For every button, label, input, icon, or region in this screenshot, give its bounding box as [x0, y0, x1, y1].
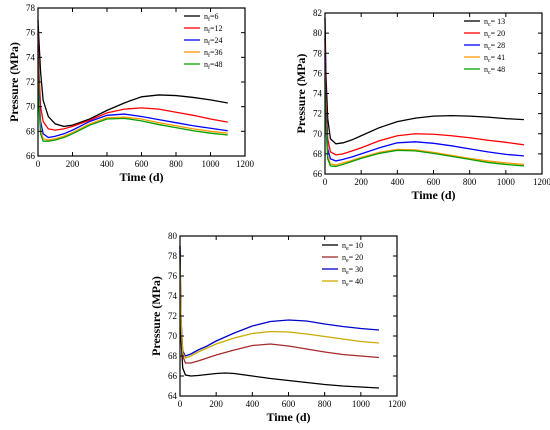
y-tick-label: 66	[313, 169, 323, 179]
y-tick-label: 70	[168, 331, 178, 341]
legend-label: ne= 20	[342, 253, 363, 264]
x-tick-label: 1000	[352, 399, 371, 409]
x-tick-label: 1000	[497, 177, 516, 187]
series-line-2	[179, 245, 379, 357]
plot-frame	[324, 12, 543, 175]
legend-label: nf=12	[204, 24, 223, 35]
legend-label: ne= 30	[342, 265, 363, 276]
series-line-3	[37, 51, 228, 141]
series-line-1	[179, 245, 379, 364]
x-tick-label: 1200	[388, 399, 407, 409]
legend-label: nc= 41	[484, 53, 505, 64]
y-tick-label: 68	[26, 126, 36, 136]
series-line-1	[37, 32, 228, 131]
y-axis-title: Pressure (MPa)	[149, 276, 163, 356]
y-tick-label: 70	[26, 102, 36, 112]
x-tick-label: 200	[209, 399, 223, 409]
legend-label: nf=24	[204, 36, 223, 47]
y-tick-label: 72	[26, 77, 35, 87]
y-tick-label: 82	[313, 8, 322, 18]
y-tick-label: 72	[313, 109, 322, 119]
legend-label: ne= 10	[342, 241, 363, 252]
x-tick-label: 800	[463, 177, 477, 187]
series-line-3	[324, 68, 524, 166]
y-tick-label: 68	[168, 351, 178, 361]
y-tick-label: 74	[313, 89, 323, 99]
legend-label: nf=36	[204, 48, 223, 59]
legend-label: nf=48	[204, 60, 223, 71]
x-tick-label: 1200	[533, 177, 550, 187]
series-line-2	[37, 44, 228, 139]
x-tick-label: 400	[246, 399, 260, 409]
y-tick-label: 76	[26, 28, 36, 38]
series-line-2	[324, 53, 524, 162]
x-tick-label: 1000	[202, 159, 221, 169]
legend-label: nf=6	[204, 12, 219, 23]
y-tick-label: 76	[313, 68, 323, 78]
legend-label: nc= 13	[484, 17, 505, 28]
y-axis-title: Pressure (MPa)	[294, 54, 308, 134]
chart-bottom: 0 200 400 600 800 1000 1200 64 66 68 70 72 74 76 78 80 T…	[149, 231, 407, 424]
x-tick-label: 0	[323, 177, 328, 187]
y-tick-label: 78	[26, 3, 36, 13]
y-tick-label: 80	[313, 28, 323, 38]
x-tick-label: 600	[135, 159, 149, 169]
plot-frame	[179, 235, 398, 397]
legend-label: nc= 48	[484, 65, 505, 76]
series-line-1	[324, 38, 525, 156]
x-tick-label: 400	[391, 177, 405, 187]
x-tick-label: 200	[66, 159, 80, 169]
y-tick-label: 66	[26, 151, 36, 161]
legend-label: nc= 28	[484, 41, 505, 52]
y-tick-label: 74	[26, 52, 36, 62]
chart-top-right: 0 200 400 600 800 1000 1200 66 68 70 72 74 76 78 80 82 T…	[294, 8, 550, 202]
legend-label: ne= 40	[342, 277, 363, 288]
chart-top-left: 0 200 400 600 800 1000 1200 66 68 70 72 74 76 78 Time …	[7, 3, 255, 184]
y-tick-label: 80	[168, 231, 178, 241]
x-axis-title: Time (d)	[411, 188, 455, 202]
y-tick-label: 70	[313, 129, 323, 139]
legend-label: nc= 20	[484, 29, 505, 40]
x-tick-label: 600	[282, 399, 296, 409]
y-tick-label: 66	[168, 371, 178, 381]
y-tick-label: 74	[168, 291, 178, 301]
x-tick-label: 0	[36, 159, 41, 169]
x-tick-label: 800	[169, 159, 183, 169]
y-tick-label: 78	[168, 251, 178, 261]
x-tick-label: 0	[178, 399, 183, 409]
y-tick-label: 72	[168, 311, 177, 321]
y-tick-label: 64	[168, 391, 178, 401]
series-line-4	[324, 78, 524, 168]
y-tick-label: 68	[313, 149, 323, 159]
x-axis-title: Time (d)	[266, 410, 310, 424]
x-axis-title: Time (d)	[119, 170, 163, 184]
x-tick-label: 200	[354, 177, 368, 187]
y-axis-title: Pressure (MPa)	[7, 42, 21, 122]
y-tick-label: 78	[313, 48, 323, 58]
series-line-0	[179, 250, 379, 389]
series-line-3	[179, 255, 379, 359]
series-line-0	[37, 20, 228, 128]
x-tick-label: 600	[427, 177, 441, 187]
x-tick-label: 1200	[236, 159, 255, 169]
x-tick-label: 800	[318, 399, 332, 409]
series-line-4	[37, 57, 228, 142]
y-tick-label: 76	[168, 271, 178, 281]
series-line-0	[324, 18, 524, 145]
x-tick-label: 400	[100, 159, 114, 169]
